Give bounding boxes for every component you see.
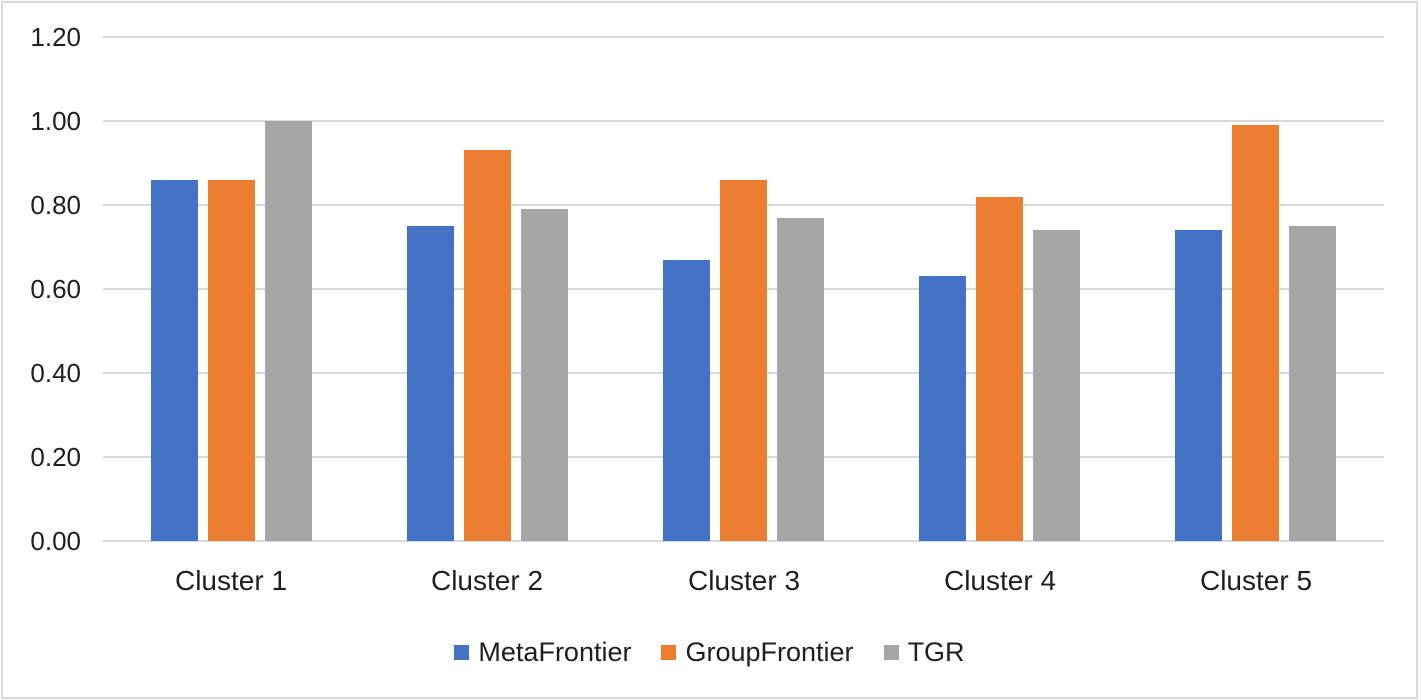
y-tick-label: 0.00 [30,526,81,556]
chart-legend: MetaFrontier GroupFrontier TGR [3,639,1416,666]
legend-item-groupfrontier: GroupFrontier [661,637,854,667]
bar-tgr-cluster-1 [265,121,312,541]
bar-groupfrontier-cluster-2 [464,150,511,541]
gridline [103,120,1384,122]
legend-item-tgr: TGR [883,637,965,667]
bar-tgr-cluster-5 [1289,226,1336,541]
bar-metafrontier-cluster-1 [151,180,198,541]
x-axis-line [103,540,1384,542]
bar-tgr-cluster-2 [521,209,568,541]
legend-label: MetaFrontier [478,637,632,667]
gridline [103,36,1384,38]
legend-label: GroupFrontier [685,637,854,667]
bar-groupfrontier-cluster-1 [208,180,255,541]
x-tick-label: Cluster 4 [943,565,1057,596]
x-tick-label: Cluster 1 [174,565,288,596]
y-tick-label: 0.40 [30,358,81,388]
y-tick-label: 1.20 [30,22,81,52]
y-tick-label: 0.80 [30,190,81,220]
bar-tgr-cluster-4 [1033,230,1080,541]
legend-label: TGR [907,637,965,667]
bar-metafrontier-cluster-2 [407,226,454,541]
bar-groupfrontier-cluster-4 [976,197,1023,541]
y-tick-label: 1.00 [30,106,81,136]
bar-metafrontier-cluster-5 [1175,230,1222,541]
bar-metafrontier-cluster-3 [663,260,710,541]
legend-swatch-icon [883,645,899,660]
bar-groupfrontier-cluster-3 [720,180,767,541]
bar-groupfrontier-cluster-5 [1232,125,1279,541]
x-tick-label: Cluster 2 [430,565,544,596]
legend-swatch-icon [454,645,470,660]
x-tick-label: Cluster 5 [1199,565,1313,596]
bar-tgr-cluster-3 [777,218,824,541]
legend-item-metafrontier: MetaFrontier [454,639,631,666]
plot-area [103,36,1384,542]
bar-metafrontier-cluster-4 [919,276,966,541]
y-tick-label: 0.20 [30,442,81,472]
legend-swatch-icon [661,645,677,660]
x-tick-label: Cluster 3 [687,565,801,596]
y-tick-label: 0.60 [30,274,81,304]
